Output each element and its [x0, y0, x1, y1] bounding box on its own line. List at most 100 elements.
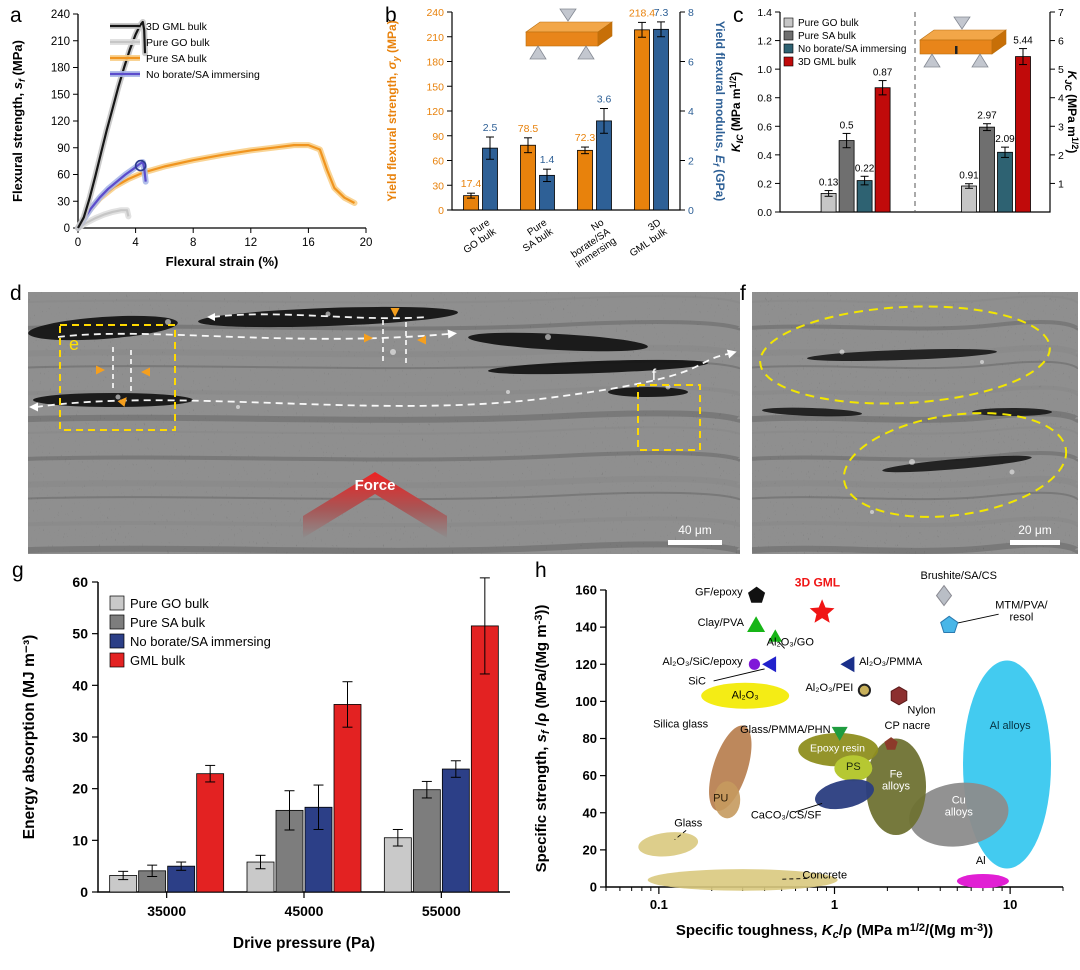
chart-g-svg: 0 10 20 30 40 50 60 35000 45000 55000 Drive pressu… — [21, 574, 510, 952]
svg-text:SiC: SiC — [688, 676, 706, 688]
svg-text:Pure GO bulk: Pure GO bulk — [146, 37, 210, 49]
svg-text:40: 40 — [72, 677, 88, 693]
svg-text:Specific toughness, Kc/ρ (MPa: Specific toughness, Kc/ρ (MPa m1/2/(Mg m… — [676, 922, 993, 941]
svg-text:1.4: 1.4 — [757, 7, 772, 19]
svg-text:40: 40 — [583, 805, 597, 820]
svg-text:Silica glass: Silica glass — [653, 718, 709, 730]
svg-text:30: 30 — [72, 729, 88, 745]
svg-text:Glass/PMMA/PHN: Glass/PMMA/PHN — [740, 724, 831, 736]
material-marker — [768, 629, 783, 642]
svg-text:100: 100 — [575, 694, 597, 709]
category-label: 3DGML bulk — [628, 217, 670, 259]
svg-text:20: 20 — [360, 237, 373, 249]
svg-text:Yield flexural modulus, Ef (GP: Yield flexural modulus, Ef (GPa) — [711, 21, 727, 202]
svg-text:12: 12 — [244, 237, 257, 249]
svg-text:20 μm: 20 μm — [1018, 523, 1052, 537]
svg-text:60: 60 — [583, 768, 597, 783]
svg-text:45000: 45000 — [285, 903, 324, 919]
svg-text:6: 6 — [1058, 36, 1064, 48]
svg-text:0.4: 0.4 — [757, 150, 772, 162]
svg-text:40 μm: 40 μm — [678, 523, 712, 537]
svg-text:Specific strength, sf /ρ (MPa/: Specific strength, sf /ρ (MPa/(Mg m-3)) — [533, 605, 552, 873]
svg-text:0: 0 — [438, 205, 444, 217]
svg-text:2.09: 2.09 — [995, 134, 1015, 145]
material-marker — [890, 686, 908, 706]
panel-h-ashby-plot: 0.1 1 10 0 20 40 60 80 100 120 140 160 Specific toug… — [528, 562, 1080, 967]
svg-text:Noborate/SAimmersing: Noborate/SAimmersing — [562, 217, 619, 270]
svg-text:Clay/PVA: Clay/PVA — [698, 617, 745, 629]
material-marker — [762, 656, 777, 673]
svg-text:50: 50 — [72, 626, 88, 642]
svg-text:0: 0 — [688, 205, 694, 217]
svg-text:Pure GO bulk: Pure GO bulk — [130, 596, 209, 611]
svg-text:3.6: 3.6 — [597, 94, 612, 106]
category-label: Noborate/SAimmersing — [562, 217, 619, 270]
material-region — [956, 874, 1009, 889]
svg-text:Al₂O₃/GO: Al₂O₃/GO — [767, 637, 815, 649]
svg-text:Epoxy resin: Epoxy resin — [810, 742, 865, 754]
panel-label-d: d — [10, 282, 22, 305]
material-marker — [809, 599, 835, 623]
svg-text:180: 180 — [51, 63, 70, 75]
svg-text:0: 0 — [75, 237, 81, 249]
svg-text:1: 1 — [1058, 178, 1064, 190]
category-label: PureSA bulk — [521, 217, 556, 254]
svg-text:210: 210 — [51, 36, 70, 48]
svg-text:3D GML bulk: 3D GML bulk — [798, 57, 857, 68]
sem-f-svg: 20 μm — [752, 292, 1078, 554]
svg-text:KIC (MPa m1/2): KIC (MPa m1/2) — [728, 72, 745, 152]
svg-text:Al₂O₃/PEI: Al₂O₃/PEI — [805, 682, 853, 694]
svg-text:120: 120 — [51, 116, 70, 128]
panel-g-energy-absorption-chart: 0 10 20 30 40 50 60 35000 45000 55000 Drive pressu… — [10, 562, 525, 962]
panel-label-c: c — [733, 4, 744, 27]
material-region — [701, 682, 790, 709]
svg-text:150: 150 — [426, 81, 444, 93]
svg-text:MTM/PVA/resol: MTM/PVA/resol — [995, 600, 1048, 624]
svg-text:4: 4 — [132, 237, 139, 249]
svg-text:55000: 55000 — [422, 903, 461, 919]
svg-text:17.4: 17.4 — [461, 178, 482, 190]
svg-text:0.13: 0.13 — [819, 178, 839, 189]
material-marker — [831, 726, 848, 741]
svg-text:16: 16 — [302, 237, 315, 249]
svg-text:60: 60 — [72, 574, 88, 590]
svg-text:60: 60 — [57, 170, 70, 182]
svg-text:No borate/SA immersing: No borate/SA immersing — [798, 44, 906, 55]
svg-text:5.44: 5.44 — [1013, 36, 1033, 47]
svg-text:30: 30 — [432, 180, 444, 192]
svg-text:5: 5 — [1058, 64, 1064, 76]
svg-text:0: 0 — [590, 880, 597, 895]
svg-text:1: 1 — [831, 897, 838, 912]
svg-text:160: 160 — [575, 583, 597, 598]
svg-text:Pure SA bulk: Pure SA bulk — [146, 53, 207, 65]
svg-text:No borate/SA immersing: No borate/SA immersing — [130, 634, 271, 649]
svg-text:8: 8 — [688, 7, 694, 19]
svg-text:120: 120 — [575, 657, 597, 672]
panel-label-b: b — [385, 4, 397, 27]
svg-text:0.1: 0.1 — [650, 897, 668, 912]
svg-text:10: 10 — [72, 832, 88, 848]
svg-text:Flexural strength, sf (MPa): Flexural strength, sf (MPa) — [10, 40, 27, 202]
chart-a-svg: 0 4 8 12 16 20 0 30 60 90 120 150 180 210 240 Flexural … — [10, 9, 373, 269]
material-region — [714, 781, 741, 819]
svg-text:1.2: 1.2 — [757, 36, 772, 48]
svg-text:0.87: 0.87 — [873, 68, 893, 79]
svg-text:240: 240 — [51, 9, 70, 21]
chart-b-svg: 0 30 60 90 120 150 180 210 240 0 2 4 6 8 Yield flexura… — [385, 7, 727, 271]
svg-text:7: 7 — [1058, 7, 1064, 19]
material-region — [638, 832, 699, 857]
svg-text:218.4: 218.4 — [629, 7, 655, 19]
svg-text:3D GML bulk: 3D GML bulk — [146, 21, 208, 33]
svg-text:6: 6 — [688, 57, 694, 69]
material-marker — [884, 737, 898, 750]
svg-text:240: 240 — [426, 7, 444, 19]
panel-label-g: g — [12, 559, 24, 582]
svg-text:Brushite/SA/CS: Brushite/SA/CS — [921, 570, 997, 582]
svg-text:180: 180 — [426, 57, 444, 69]
svg-text:Force: Force — [355, 477, 396, 494]
svg-text:120: 120 — [426, 106, 444, 118]
panel-f-sem-image: 20 μm — [752, 292, 1078, 554]
svg-text:Concrete: Concrete — [802, 870, 847, 882]
